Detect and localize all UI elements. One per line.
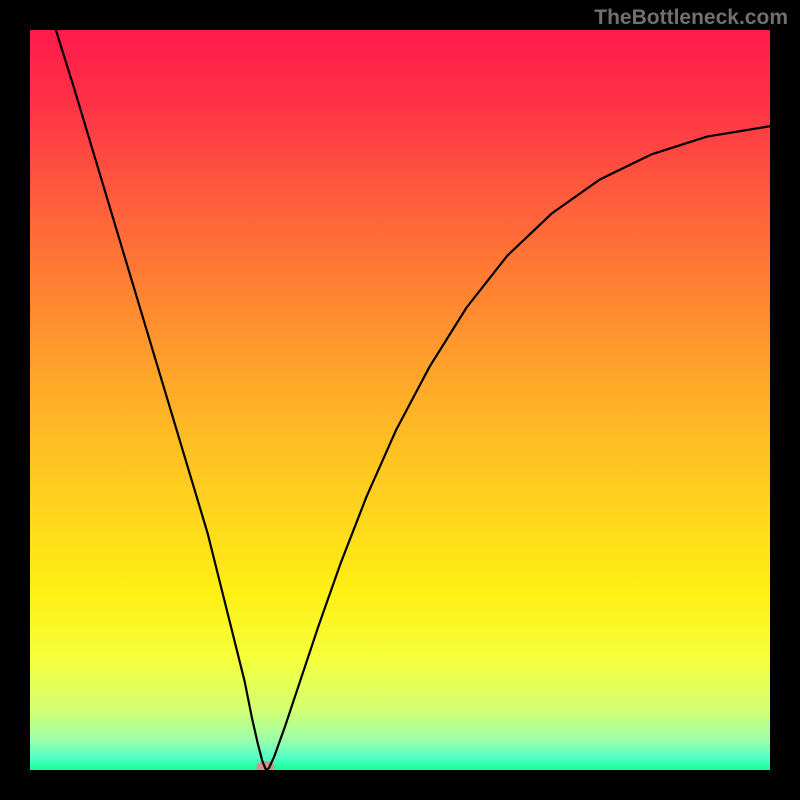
chart-container: TheBottleneck.com <box>0 0 800 800</box>
watermark-text: TheBottleneck.com <box>594 6 788 30</box>
curve-layer <box>30 30 770 770</box>
plot-area <box>30 30 770 770</box>
bottleneck-curve <box>56 30 770 770</box>
